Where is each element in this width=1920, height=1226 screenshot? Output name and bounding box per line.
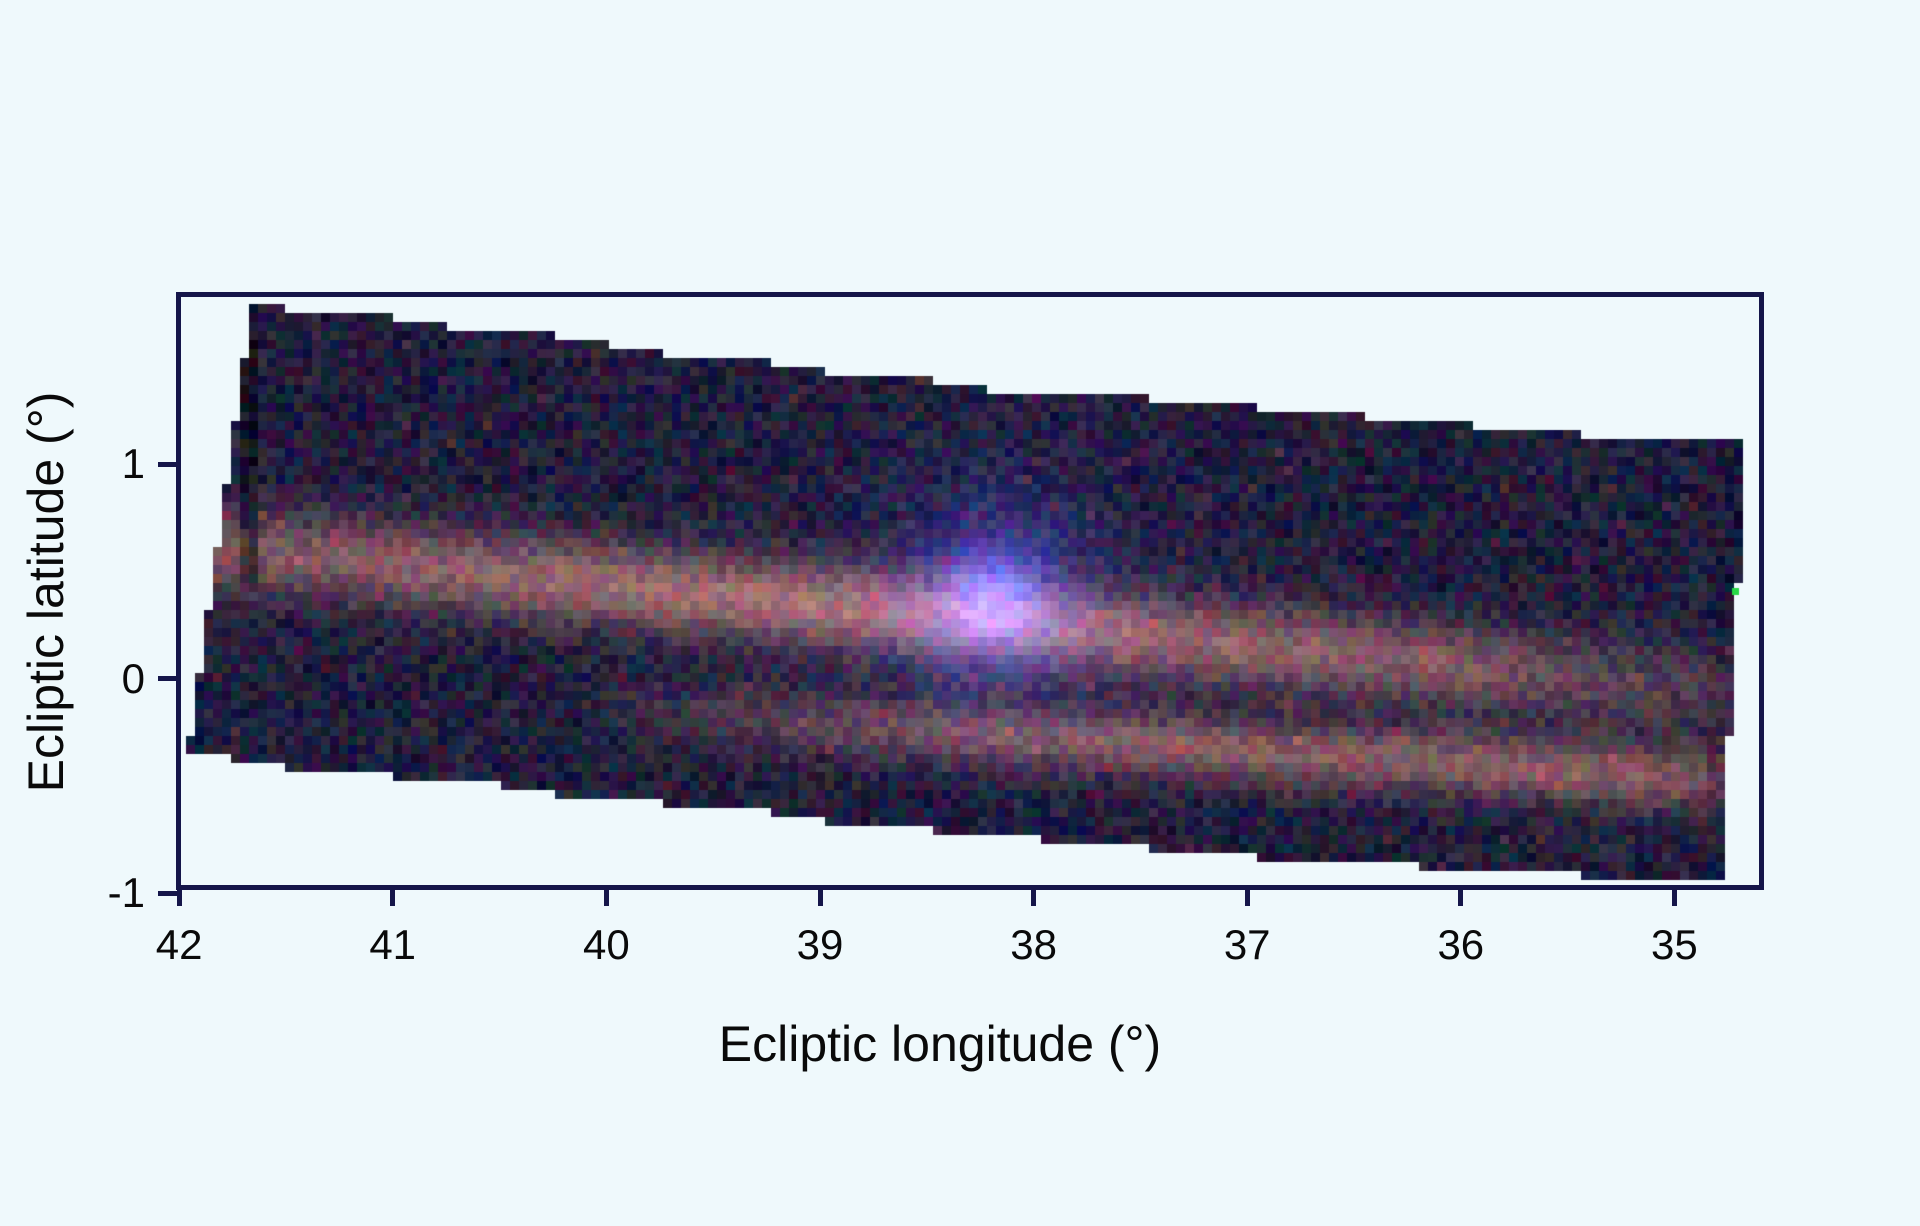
x-tick-label: 42 (155, 921, 203, 968)
y-axis-title: Ecliptic latitude (°) (18, 391, 74, 793)
x-tick-label: 39 (796, 921, 844, 968)
x-tick-label: 36 (1437, 921, 1485, 968)
y-tick-mark (158, 461, 177, 467)
x-tick-label: 41 (369, 921, 417, 968)
x-tick-label: 40 (583, 921, 630, 968)
y-tick-label: 0 (121, 654, 145, 702)
plot-frame (176, 292, 1764, 890)
x-tick-mark (603, 888, 609, 906)
y-tick-mark (158, 676, 177, 682)
x-tick-mark (176, 888, 182, 906)
x-tick-mark (1031, 888, 1037, 906)
x-tick-label: 37 (1223, 921, 1271, 968)
x-tick-mark (1244, 888, 1250, 906)
x-tick-label: 35 (1651, 921, 1698, 968)
y-tick-mark (158, 890, 177, 896)
y-tick-label: 1 (121, 440, 145, 488)
x-tick-mark (1458, 888, 1464, 906)
x-tick-mark (817, 888, 823, 906)
x-axis-title: Ecliptic longitude (°) (718, 1016, 1162, 1072)
x-tick-label: 38 (1010, 921, 1057, 968)
x-tick-mark (390, 888, 396, 906)
sky-image-canvas (177, 295, 1762, 887)
y-tick-label: -1 (107, 869, 145, 917)
x-tick-mark (1671, 888, 1677, 906)
